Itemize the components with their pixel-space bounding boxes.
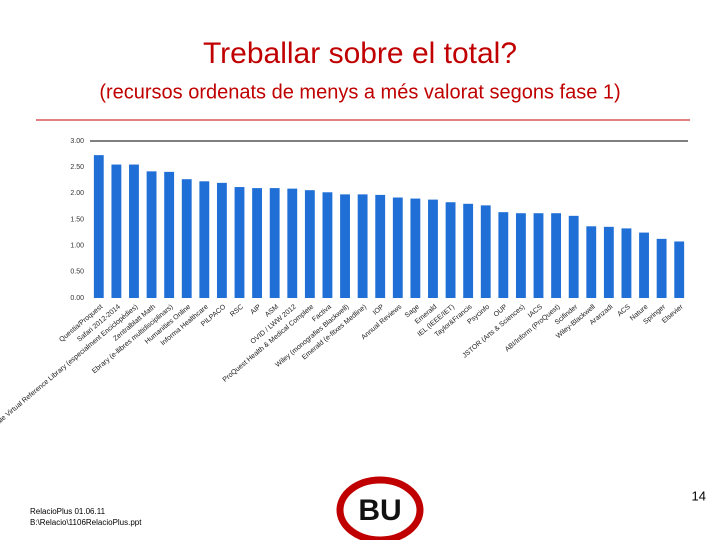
- y-tick-label: 0.00: [70, 295, 84, 302]
- chart-title: Treballar sobre el total?: [203, 37, 517, 70]
- bar: [603, 226, 614, 298]
- bar: [621, 228, 632, 298]
- bar: [586, 226, 597, 298]
- logo-text: BU: [358, 494, 401, 527]
- bar: [269, 188, 280, 298]
- bar: [445, 202, 456, 298]
- footer-file: RelacioPlus 01.06.11: [30, 507, 106, 516]
- bar: [375, 194, 386, 298]
- bar: [551, 213, 562, 298]
- bar: [252, 188, 263, 298]
- bar: [181, 179, 192, 298]
- bar: [164, 171, 175, 298]
- bar: [515, 213, 526, 298]
- bar: [568, 215, 579, 298]
- bar: [463, 203, 474, 298]
- bar: [428, 199, 438, 298]
- x-tick-label: IOP: [372, 303, 386, 316]
- bar: [199, 181, 210, 298]
- bar: [287, 188, 298, 298]
- bar: [216, 182, 227, 298]
- bar: [533, 213, 544, 298]
- bar: [234, 187, 245, 298]
- bar: [392, 197, 403, 298]
- bar: [304, 190, 315, 298]
- bar: [656, 238, 667, 298]
- logo: BU: [336, 476, 424, 540]
- bar: [639, 232, 649, 298]
- bar: [480, 205, 491, 298]
- bar: [146, 171, 157, 298]
- x-tick-label: AIP: [249, 303, 262, 316]
- x-tick-label: RSC: [229, 304, 245, 319]
- bar: [357, 194, 368, 298]
- bar: [410, 198, 421, 298]
- y-tick-label: 0.50: [70, 269, 84, 276]
- bar: [340, 194, 350, 298]
- bar: [111, 164, 122, 298]
- y-tick-label: 2.50: [70, 164, 84, 171]
- page-number: 14: [692, 488, 706, 503]
- y-tick-label: 1.00: [70, 243, 84, 250]
- bar: [498, 212, 509, 298]
- chart-subtitle: (recursos ordenats de menys a més valora…: [99, 81, 620, 103]
- y-tick-label: 2.00: [70, 190, 84, 197]
- bar: [93, 155, 104, 298]
- bar: [674, 241, 685, 298]
- x-tick-label: Gale Virtual Reference Library (especial…: [0, 304, 139, 430]
- bar: [322, 192, 333, 298]
- bar: [129, 164, 139, 298]
- footer-path: B:\Relacio\1106RelacioPlus.ppt: [30, 518, 142, 527]
- y-tick-label: 1.50: [70, 216, 84, 223]
- y-tick-label: 3.00: [70, 138, 84, 145]
